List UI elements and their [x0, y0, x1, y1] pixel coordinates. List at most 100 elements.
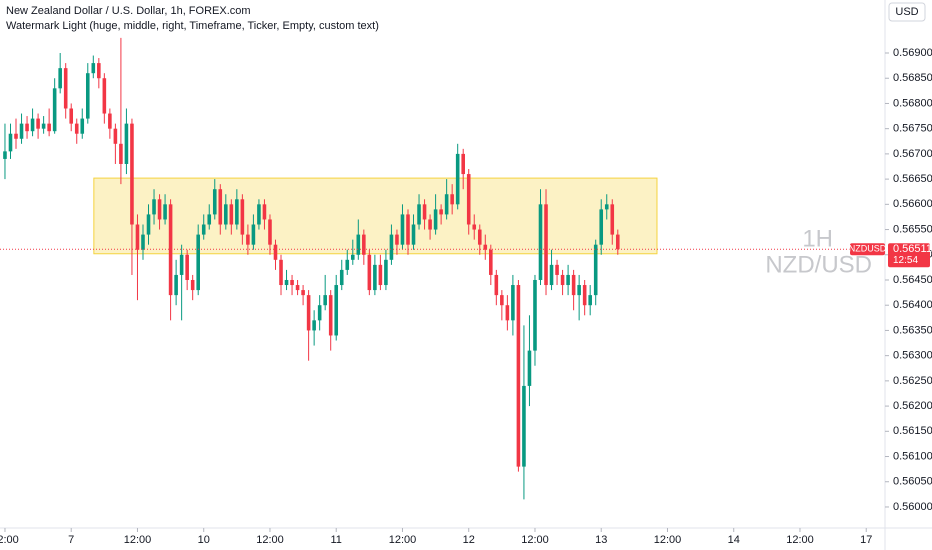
x-tick-label: 12:00 [389, 534, 417, 546]
candle-body [168, 204, 173, 296]
candle-body [527, 350, 532, 386]
candle-body [505, 305, 510, 321]
candle-body [47, 123, 51, 132]
candle-body [157, 199, 162, 220]
candle-body [494, 274, 499, 296]
candle-body [207, 214, 212, 225]
candle-body [41, 123, 46, 129]
candle-body [268, 219, 272, 245]
y-tick-label: 0.56550 [893, 223, 932, 235]
candle-body [85, 73, 90, 119]
x-tick-label: 12:00 [124, 534, 152, 546]
x-tick-label: 14 [728, 534, 740, 546]
candle-body [378, 264, 383, 286]
y-tick-label: 0.56700 [893, 148, 932, 160]
candle-body [472, 224, 477, 230]
y-tick-label: 0.56900 [893, 47, 932, 59]
candle-body [201, 224, 206, 235]
candle-body [560, 274, 565, 286]
candle-body [483, 244, 488, 250]
candle-body [25, 123, 29, 132]
candle-body [433, 209, 438, 230]
candle-body [135, 224, 140, 250]
candle-body [80, 118, 85, 134]
candle-body [444, 194, 449, 215]
candle-body [500, 295, 504, 306]
candle-body [240, 199, 245, 235]
candle-body [339, 269, 344, 286]
candle-body [301, 290, 305, 296]
symbol-tag-label: NZDUSD [849, 244, 887, 254]
candle-body [113, 128, 118, 144]
candle-body [141, 234, 145, 250]
candle-body [52, 88, 57, 132]
price-tag-label: 0.56511 [893, 243, 932, 255]
candle-body [439, 209, 443, 215]
candle-body [334, 285, 339, 336]
candle-body [477, 229, 482, 245]
symbol-tag [850, 243, 885, 256]
candle-body [466, 174, 471, 225]
candle-body [516, 285, 521, 467]
candle-body [235, 199, 239, 225]
y-tick-label: 0.56250 [893, 375, 932, 387]
candle-body [323, 295, 327, 306]
candle-body [102, 78, 107, 114]
candle-body [328, 295, 333, 336]
zone [93, 177, 658, 255]
x-tick-label: 12 [463, 534, 475, 546]
candle-body [461, 153, 465, 175]
candle-body [350, 254, 355, 260]
candle-body [549, 264, 554, 286]
candle-body [196, 234, 200, 291]
x-tick-label: 12:00 [521, 534, 549, 546]
watermark: NZD/USD [765, 251, 872, 278]
candle-body [174, 274, 178, 296]
candle-body [273, 244, 278, 260]
price-tag [888, 243, 930, 268]
x-tick-label: 17 [860, 534, 872, 546]
candle-body [615, 234, 620, 250]
candle-body [604, 204, 609, 210]
candle-body [130, 123, 134, 225]
countdown-label: 12:54 [893, 255, 918, 266]
candle-body [400, 214, 405, 245]
y-tick-label: 0.56800 [893, 97, 932, 109]
candle-body [91, 63, 96, 74]
candle-body [262, 204, 267, 220]
candle-body [588, 295, 592, 306]
candle-body [108, 113, 112, 129]
chart-subtitle: Watermark Light (huge, middle, right, Ti… [6, 20, 379, 32]
candle-body [345, 259, 350, 270]
candle-body [290, 279, 294, 286]
candle-body [74, 123, 79, 134]
y-tick-label: 0.56050 [893, 476, 932, 488]
y-tick-label: 0.56000 [893, 501, 932, 513]
y-tick-label: 0.56400 [893, 299, 932, 311]
candle-body [317, 305, 322, 321]
currency-label[interactable]: USD [895, 6, 918, 18]
candle-body [417, 204, 421, 225]
currency-button[interactable] [888, 2, 926, 22]
candle-body [257, 204, 261, 225]
candle-body [63, 68, 68, 109]
candle-body [224, 204, 228, 225]
candle-body [367, 254, 372, 291]
x-tick-label: 11 [331, 534, 342, 546]
x-tick-label: 12:00 [786, 534, 814, 546]
y-tick-label: 0.56150 [893, 425, 932, 437]
candle-body [593, 244, 598, 296]
candle-body [58, 68, 62, 89]
candle-body [119, 143, 123, 164]
candle-body [229, 204, 234, 225]
candle-body [190, 279, 195, 291]
candle-body [185, 254, 189, 280]
x-tick-label: 12:00 [654, 534, 682, 546]
candle-body [411, 224, 416, 245]
candle-body [428, 219, 432, 230]
candle-body [489, 249, 493, 275]
candle-body [3, 151, 7, 159]
candle-body [555, 264, 559, 275]
x-tick-label: 12:00 [0, 534, 19, 546]
candle-body [566, 274, 570, 286]
